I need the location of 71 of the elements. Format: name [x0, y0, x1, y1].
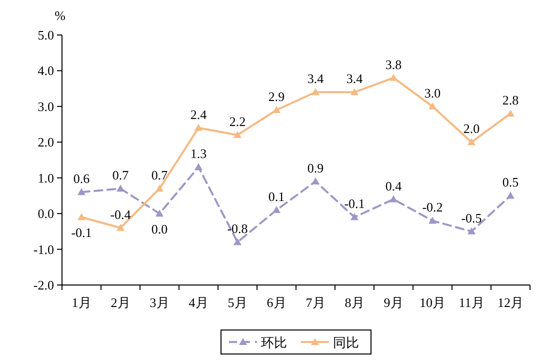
point: [506, 192, 514, 199]
y-tick-label: -2.0: [33, 278, 54, 292]
data-label: -0.1: [344, 196, 365, 212]
data-label: 0.9: [307, 160, 324, 176]
y-tick-label: 1.0: [38, 170, 54, 186]
point: [234, 238, 242, 246]
point: [156, 210, 164, 217]
data-label: -0.1: [71, 225, 92, 240]
y-tick-label: 0.0: [38, 206, 54, 222]
point: [428, 102, 436, 110]
data-label: -0.2: [422, 200, 443, 215]
point: [78, 213, 86, 220]
data-label: 0.0: [151, 222, 168, 237]
y-axis-title: %: [54, 8, 66, 23]
point: [390, 74, 398, 81]
x-tick-label: 1月: [72, 295, 92, 310]
point: [312, 177, 320, 184]
x-tick-label: 3月: [150, 295, 170, 310]
data-label: 3.0: [424, 85, 441, 100]
point: [312, 88, 320, 96]
point: [428, 216, 436, 224]
x-tick-label: 6月: [266, 295, 286, 310]
point: [468, 227, 476, 234]
x-tick-label: 8月: [344, 295, 364, 310]
data-label: 3.8: [385, 56, 402, 72]
data-label: 0.7: [112, 168, 130, 183]
y-tick-label: 3.0: [38, 98, 54, 114]
y-tick-label: 2.0: [38, 134, 54, 150]
point: [194, 124, 202, 131]
data-label: -0.4: [110, 206, 132, 222]
point: [78, 188, 86, 196]
data-label: 0.7: [151, 168, 168, 183]
legend-label: 环比: [261, 335, 287, 350]
point: [350, 213, 358, 220]
legend-label: 同比: [333, 335, 359, 350]
data-label: -0.8: [227, 221, 248, 236]
point: [156, 184, 164, 192]
y-tick-label: -1.0: [33, 242, 54, 257]
data-label: 0.1: [268, 189, 285, 204]
data-label: 2.4: [190, 106, 208, 122]
x-tick-label: 9月: [384, 295, 404, 310]
x-tick-label: 12月: [498, 295, 524, 310]
data-label: 3.4: [346, 71, 364, 86]
data-label: 3.4: [307, 71, 324, 86]
point: [116, 184, 124, 192]
data-label: 0.4: [385, 178, 402, 194]
point: [194, 163, 202, 170]
x-tick-label: 10月: [420, 295, 446, 310]
point: [390, 195, 398, 202]
point: [234, 131, 242, 138]
point: [350, 88, 358, 96]
data-label: 1.3: [190, 146, 207, 162]
point: [468, 138, 476, 146]
x-tick-label: 5月: [228, 295, 248, 310]
point: [272, 106, 280, 113]
x-tick-label: 7月: [306, 295, 326, 310]
y-tick-label: 4.0: [38, 63, 54, 78]
data-label: 2.2: [229, 114, 246, 129]
x-tick-label: 11月: [458, 295, 484, 310]
data-label: -0.5: [461, 210, 482, 226]
point: [116, 224, 124, 231]
y-tick-label: 5.0: [38, 28, 54, 42]
x-tick-label: 4月: [188, 295, 208, 310]
point: [272, 206, 280, 213]
data-label: 0.5: [502, 174, 519, 190]
x-tick-label: 2月: [110, 295, 130, 310]
data-label: 2.0: [463, 121, 480, 136]
data-label: 2.8: [502, 92, 519, 108]
data-label: 0.6: [73, 171, 90, 186]
point: [506, 110, 514, 117]
data-label: 2.9: [268, 89, 285, 104]
